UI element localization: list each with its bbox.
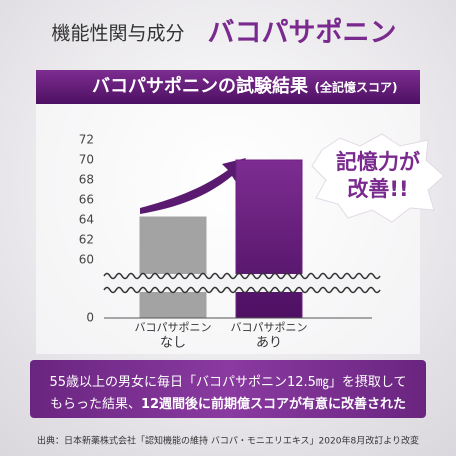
header-lead: 機能性関与成分 [51,23,184,45]
banner-title: バコパサポニンの試験結果 [92,75,309,97]
bubble-line: 記憶力が [336,150,420,174]
header-name: バコパサポニン [208,18,397,49]
axis-break [103,272,381,280]
y-tick-label: 68 [79,173,94,187]
x-tick-label: なし [160,336,186,351]
axis-break [104,274,374,292]
y-tick-label: 70 [79,153,94,167]
summary-line: 55歳以上の男女に毎日「バコパサポニン12.5㎎」を摂取して [49,374,406,390]
y-tick-label: 60 [79,253,94,267]
banner-note: (全記憶スコア) [315,80,398,95]
y-tick-label: 0 [86,311,94,325]
bubble-line: 改善!! [347,177,408,201]
axis-break [103,286,381,294]
arrow [140,158,246,214]
y-tick-label: 62 [79,233,94,247]
footer: 出典：日本新薬株式会社「認知機能の維持 バコパ・モニエリエキス」2020年8月改… [37,435,419,447]
summary-line: もらった結果、12週間後に前期億スコアが有意に改善された [50,396,406,412]
summary-text: 55歳以上の男女に毎日「バコパサポニン12.5㎎」を摂取して [49,374,406,390]
x-tick-label: あり [256,336,282,351]
y-tick-label: 64 [79,213,94,227]
summary-text: もらった結果、 [50,397,141,412]
bar [235,159,303,319]
y-tick-label: 72 [79,133,94,147]
summary-text: 12週間後に前期億スコアが有意に改善された [141,396,406,412]
y-tick-label: 66 [79,193,94,207]
summary-box [30,360,426,418]
x-tick-label: バコパサポニン [135,321,212,334]
bar [139,216,207,319]
x-tick-label: バコパサポニン [231,321,308,334]
banner [36,70,420,104]
bubble [311,133,445,223]
